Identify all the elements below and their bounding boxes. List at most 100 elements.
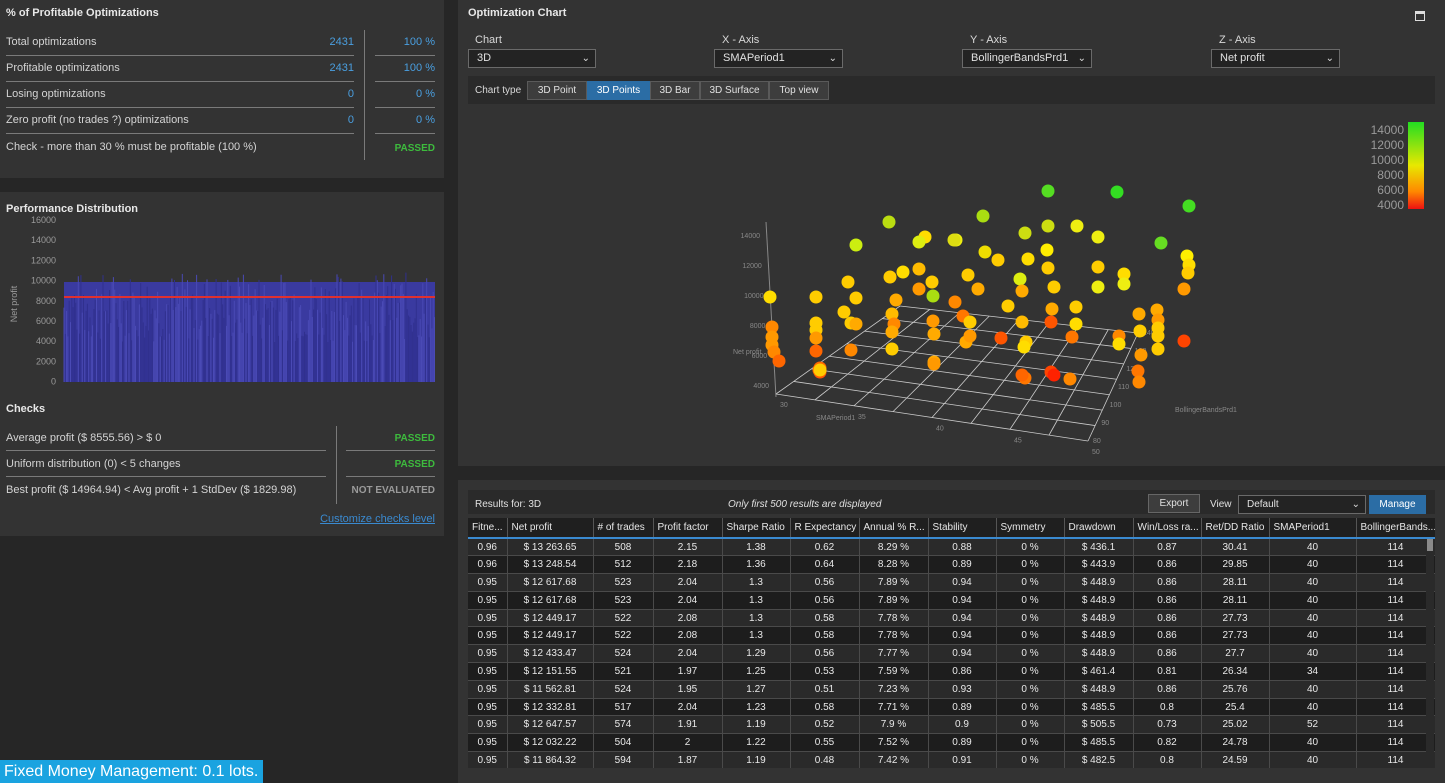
- y-axis-select[interactable]: BollingerBandsPrd1 ⌄: [962, 49, 1092, 68]
- result-point[interactable]: [1018, 226, 1032, 240]
- result-point[interactable]: [1001, 299, 1015, 313]
- result-point[interactable]: [1015, 368, 1029, 382]
- result-point[interactable]: [912, 235, 926, 249]
- customize-checks-link[interactable]: Customize checks level: [320, 513, 435, 525]
- chart-select[interactable]: 3D ⌄: [468, 49, 596, 68]
- column-header[interactable]: # of trades: [593, 518, 654, 539]
- result-point[interactable]: [927, 357, 941, 371]
- column-header[interactable]: Drawdown: [1064, 518, 1134, 539]
- view-select[interactable]: Default ⌄: [1238, 495, 1366, 514]
- result-point[interactable]: [1112, 337, 1126, 351]
- manage-button[interactable]: Manage: [1369, 495, 1426, 514]
- result-point[interactable]: [763, 290, 777, 304]
- result-point[interactable]: [1047, 368, 1061, 382]
- result-point[interactable]: [1181, 266, 1195, 280]
- result-point[interactable]: [1041, 184, 1055, 198]
- column-header[interactable]: BollingerBands...: [1356, 518, 1435, 539]
- row-total-count[interactable]: 2431: [329, 36, 354, 48]
- result-point[interactable]: [926, 289, 940, 303]
- row-losing-count[interactable]: 0: [347, 88, 354, 100]
- result-point[interactable]: [1041, 261, 1055, 275]
- result-point[interactable]: [1070, 219, 1084, 233]
- chart-type-3d-surface[interactable]: 3D Surface: [700, 81, 769, 100]
- table-row[interactable]: 0.95 $ 12 647.57 574 1.91 1.19 0.52 7.9 % 0.9 0 …: [468, 715, 1435, 735]
- result-point[interactable]: [885, 325, 899, 339]
- result-point[interactable]: [1047, 280, 1061, 294]
- result-point[interactable]: [925, 275, 939, 289]
- table-scrollbar[interactable]: [1426, 539, 1434, 768]
- result-point[interactable]: [927, 327, 941, 341]
- result-point[interactable]: [1133, 324, 1147, 338]
- result-point[interactable]: [1150, 303, 1164, 317]
- result-point[interactable]: [1041, 219, 1055, 233]
- result-point[interactable]: [1182, 199, 1196, 213]
- z-axis-select[interactable]: Net profit ⌄: [1211, 49, 1340, 68]
- result-point[interactable]: [994, 331, 1008, 345]
- result-point[interactable]: [885, 342, 899, 356]
- result-point[interactable]: [912, 282, 926, 296]
- column-header[interactable]: R Expectancy: [790, 518, 860, 539]
- chart-type-3d-point[interactable]: 3D Point: [527, 81, 587, 100]
- table-row[interactable]: 0.95 $ 12 032.22 504 2 1.22 0.55 7.52 % 0.89 0 %…: [468, 733, 1435, 753]
- result-point[interactable]: [948, 295, 962, 309]
- result-point[interactable]: [926, 314, 940, 328]
- result-point[interactable]: [1040, 243, 1054, 257]
- result-point[interactable]: [889, 293, 903, 307]
- result-point[interactable]: [912, 262, 926, 276]
- result-point[interactable]: [963, 329, 977, 343]
- table-row[interactable]: 0.95 $ 11 864.32 594 1.87 1.19 0.48 7.42 % 0.91…: [468, 751, 1435, 768]
- result-point[interactable]: [1015, 284, 1029, 298]
- table-row[interactable]: 0.95 $ 12 617.68 523 2.04 1.3 0.56 7.89 % 0.94 0…: [468, 591, 1435, 610]
- result-point[interactable]: [1091, 230, 1105, 244]
- column-header[interactable]: Ret/DD Ratio: [1201, 518, 1270, 539]
- result-point[interactable]: [971, 282, 985, 296]
- maximize-icon[interactable]: [1415, 11, 1425, 21]
- result-point[interactable]: [1110, 185, 1124, 199]
- result-point[interactable]: [1021, 252, 1035, 266]
- table-row[interactable]: 0.95 $ 12 449.17 522 2.08 1.3 0.58 7.78 % 0.94 0…: [468, 626, 1435, 646]
- result-point[interactable]: [849, 291, 863, 305]
- chart-type-3d-points[interactable]: 3D Points: [587, 81, 650, 100]
- result-point[interactable]: [1177, 334, 1191, 348]
- result-point[interactable]: [772, 354, 786, 368]
- result-point[interactable]: [1177, 282, 1191, 296]
- table-row[interactable]: 0.95 $ 12 332.81 517 2.04 1.23 0.58 7.71 % 0.89…: [468, 698, 1435, 717]
- chart-type-3d-bar[interactable]: 3D Bar: [650, 81, 700, 100]
- result-point[interactable]: [1134, 348, 1148, 362]
- result-point[interactable]: [1017, 340, 1031, 354]
- column-header[interactable]: Fitne...: [468, 518, 508, 539]
- result-point[interactable]: [765, 320, 779, 334]
- result-point[interactable]: [1091, 260, 1105, 274]
- result-point[interactable]: [1117, 267, 1131, 281]
- result-point[interactable]: [841, 275, 855, 289]
- result-point[interactable]: [837, 305, 851, 319]
- result-point[interactable]: [1154, 236, 1168, 250]
- column-header[interactable]: Stability: [928, 518, 997, 539]
- column-header[interactable]: Net profit: [507, 518, 594, 539]
- chart-type-top-view[interactable]: Top view: [769, 81, 829, 100]
- result-point[interactable]: [844, 343, 858, 357]
- export-button[interactable]: Export: [1148, 494, 1200, 513]
- column-header[interactable]: Profit factor: [653, 518, 723, 539]
- table-row[interactable]: 0.96 $ 13 263.65 508 2.15 1.38 0.62 8.29 % 0.88…: [468, 538, 1435, 557]
- column-header[interactable]: SMAPeriod1: [1269, 518, 1357, 539]
- result-point[interactable]: [961, 268, 975, 282]
- result-point[interactable]: [813, 363, 827, 377]
- result-point[interactable]: [978, 245, 992, 259]
- table-row[interactable]: 0.95 $ 12 449.17 522 2.08 1.3 0.58 7.78 % 0.94 0…: [468, 609, 1435, 628]
- result-point[interactable]: [849, 238, 863, 252]
- row-zero-count[interactable]: 0: [347, 114, 354, 126]
- result-point[interactable]: [882, 215, 896, 229]
- result-point[interactable]: [809, 290, 823, 304]
- table-row[interactable]: 0.96 $ 13 248.54 512 2.18 1.36 0.64 8.28 % 0.89…: [468, 555, 1435, 575]
- result-point[interactable]: [883, 270, 897, 284]
- result-point[interactable]: [1045, 302, 1059, 316]
- table-row[interactable]: 0.95 $ 12 617.68 523 2.04 1.3 0.56 7.89 % 0.94 0…: [468, 573, 1435, 592]
- result-point[interactable]: [1065, 330, 1079, 344]
- result-point[interactable]: [963, 315, 977, 329]
- column-header[interactable]: Sharpe Ratio: [722, 518, 791, 539]
- result-point[interactable]: [1069, 300, 1083, 314]
- result-point[interactable]: [809, 331, 823, 345]
- result-point[interactable]: [976, 209, 990, 223]
- result-point[interactable]: [1151, 342, 1165, 356]
